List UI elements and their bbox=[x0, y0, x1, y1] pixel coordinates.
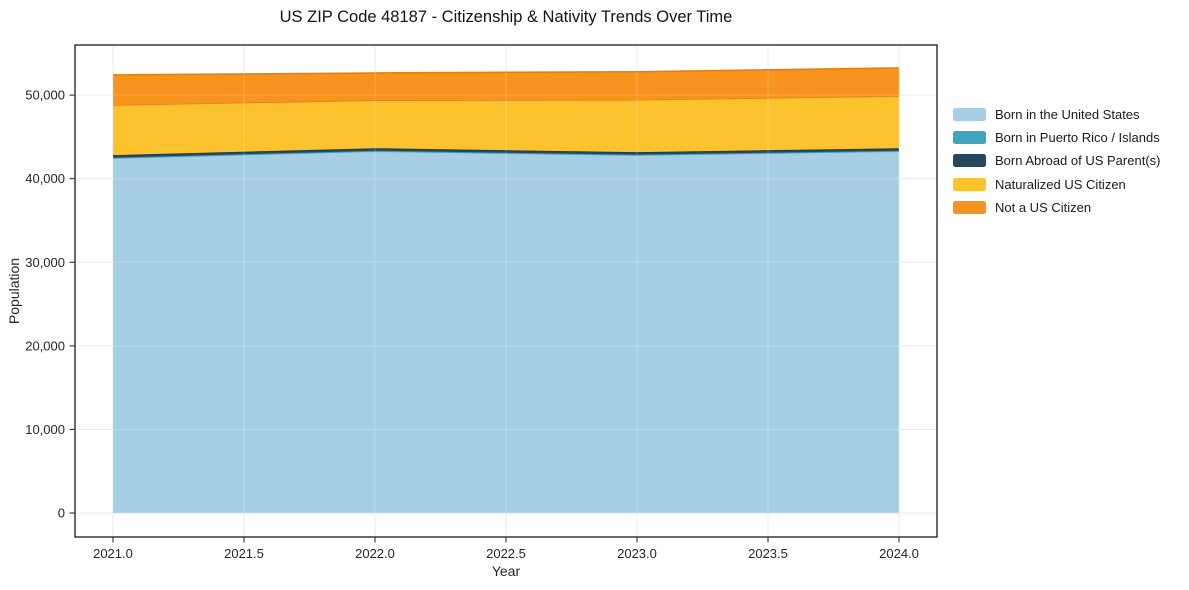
x-tick-label-2021.0: 2021.0 bbox=[93, 546, 133, 561]
legend-label: Born in the United States bbox=[995, 107, 1140, 123]
x-tick-label-2024.0: 2024.0 bbox=[879, 546, 919, 561]
area-not-a-us-citizen bbox=[112, 67, 900, 106]
y-tick-label-10,000: 10,000 bbox=[25, 422, 65, 437]
y-tick-label-50,000: 50,000 bbox=[25, 88, 65, 103]
legend-label: Born Abroad of US Parent(s) bbox=[995, 153, 1161, 169]
area-edge-born-abroad-of-us-parent-s bbox=[112, 147, 900, 156]
area-edge-not-a-us-citizen bbox=[112, 67, 900, 76]
legend-label: Naturalized US Citizen bbox=[995, 176, 1126, 192]
legend-swatch-icon bbox=[953, 177, 986, 191]
area-born-in-the-united-states bbox=[112, 151, 900, 514]
y-tick-label-0: 0 bbox=[58, 506, 65, 521]
legend-swatch-icon bbox=[953, 108, 986, 122]
legend-label: Not a US Citizen bbox=[995, 199, 1092, 215]
legend-swatch-icon bbox=[953, 154, 986, 168]
chart-title: US ZIP Code 48187 - Citizenship & Nativi… bbox=[279, 8, 733, 26]
x-tick-label-2023.0: 2023.0 bbox=[617, 546, 657, 561]
legend-swatch-icon bbox=[953, 200, 986, 214]
legend: Born in the United States Born in Puerto … bbox=[953, 103, 1160, 219]
area-naturalized-us-citizen bbox=[112, 95, 900, 156]
legend-swatch-icon bbox=[953, 131, 986, 145]
legend-item-naturalized-us-citizen: Naturalized US Citizen bbox=[953, 173, 1160, 196]
y-tick-label-40,000: 40,000 bbox=[25, 171, 65, 186]
x-tick-label-2023.5: 2023.5 bbox=[748, 546, 788, 561]
legend-item-born-in-the-united-states: Born in the United States bbox=[953, 103, 1160, 126]
legend-item-born-abroad-of-us-parent-s: Born Abroad of US Parent(s) bbox=[953, 149, 1160, 172]
x-tick-label-2021.5: 2021.5 bbox=[224, 546, 264, 561]
legend-label: Born in Puerto Rico / Islands bbox=[995, 130, 1160, 146]
x-tick-label-2022.5: 2022.5 bbox=[486, 546, 526, 561]
y-tick-label-30,000: 30,000 bbox=[25, 255, 65, 270]
x-tick-label-2022.0: 2022.0 bbox=[355, 546, 395, 561]
x-axis-label: Year bbox=[491, 563, 521, 579]
legend-item-not-a-us-citizen: Not a US Citizen bbox=[953, 196, 1160, 219]
legend-item-born-in-puerto-rico-islands: Born in Puerto Rico / Islands bbox=[953, 126, 1160, 149]
y-tick-label-20,000: 20,000 bbox=[25, 338, 65, 353]
